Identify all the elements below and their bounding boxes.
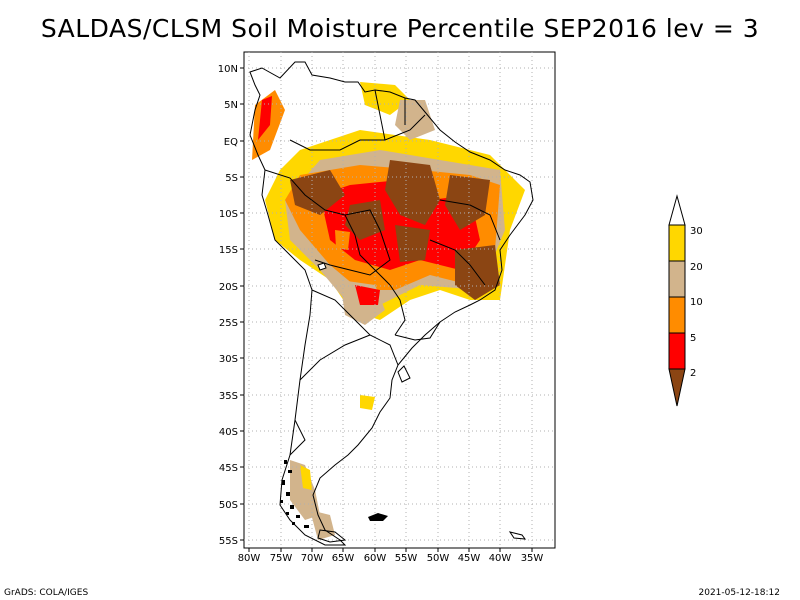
lon-label-55w: 55W <box>395 553 418 564</box>
legend-label-20: 20 <box>690 262 703 273</box>
falkland-islands <box>368 513 388 521</box>
south-georgia-fragment <box>508 531 527 540</box>
lat-label-20s: 20S <box>219 282 238 293</box>
color-legend: 30 20 10 5 2 <box>668 194 703 407</box>
lat-label-35s: 35S <box>219 391 238 402</box>
lat-label-45s: 45S <box>219 463 238 474</box>
footer-timestamp: 2021-05-12-18:12 <box>698 588 781 598</box>
legend-top-triangle <box>668 194 686 226</box>
lat-label-10s: 10S <box>219 209 238 220</box>
lon-label-35w: 35W <box>521 553 544 564</box>
latitude-axis: 10N 5N EQ 5S 10S 15S 20S 25S 30S 35S 40S… <box>218 64 244 547</box>
lat-label-5n: 5N <box>224 100 238 111</box>
lat-label-25s: 25S <box>219 318 238 329</box>
lat-label-30s: 30S <box>219 354 238 365</box>
legend-swatch-5 <box>668 332 686 370</box>
lon-label-75w: 75W <box>270 553 293 564</box>
lon-label-65w: 65W <box>332 553 355 564</box>
lon-label-45w: 45W <box>458 553 481 564</box>
graticule <box>244 52 555 548</box>
legend-label-5: 5 <box>690 333 696 344</box>
lat-label-10n: 10N <box>218 64 238 75</box>
lon-label-60w: 60W <box>364 553 387 564</box>
legend-bottom-triangle <box>668 368 686 407</box>
legend-label-10: 10 <box>690 297 703 308</box>
country-borders <box>264 89 501 456</box>
legend-swatch-10 <box>668 296 686 334</box>
percentile-shading <box>252 82 525 540</box>
lat-label-50s: 50S <box>219 500 238 511</box>
legend-label-30: 30 <box>690 226 703 237</box>
lake-titicaca <box>317 262 327 271</box>
chilean-archipelago <box>280 460 309 528</box>
lat-label-5s: 5S <box>225 173 238 184</box>
lat-label-55s: 55S <box>219 536 238 547</box>
tierra-del-fuego <box>317 529 347 543</box>
map-title: SALDAS/CLSM Soil Moisture Percentile SEP… <box>40 14 760 43</box>
longitude-axis: 80W 75W 70W 65W 60W 55W 50W 45W 40W 35W <box>238 548 544 564</box>
lon-label-50w: 50W <box>427 553 450 564</box>
lat-label-40s: 40S <box>219 427 238 438</box>
legend-swatch-20 <box>668 260 686 298</box>
lon-label-80w: 80W <box>238 553 261 564</box>
lon-label-40w: 40W <box>489 553 512 564</box>
legend-swatch-30 <box>668 224 686 262</box>
lat-label-eq: EQ <box>224 137 238 148</box>
footer-credit: GrADS: COLA/IGES <box>4 588 89 598</box>
legend-label-2: 2 <box>690 368 696 379</box>
lon-label-70w: 70W <box>301 553 324 564</box>
lagoa-dos-patos <box>397 365 411 383</box>
lat-label-15s: 15S <box>219 245 238 256</box>
continent-outline <box>249 61 534 546</box>
